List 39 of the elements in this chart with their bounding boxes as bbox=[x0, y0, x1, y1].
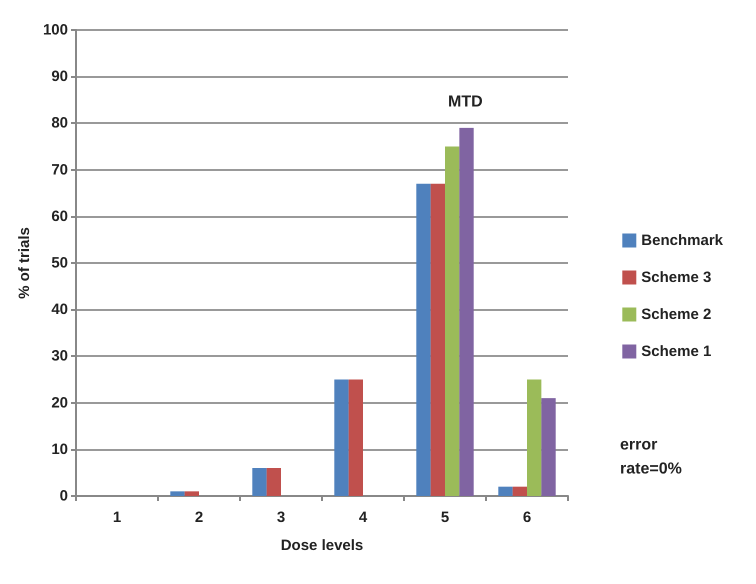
legend-label: Scheme 2 bbox=[641, 306, 712, 323]
y-tick-label: 40 bbox=[51, 301, 68, 318]
bar bbox=[541, 398, 556, 496]
y-tick-label: 100 bbox=[42, 22, 68, 38]
x-tick-label: 5 bbox=[440, 509, 450, 526]
bar bbox=[498, 486, 513, 496]
bar bbox=[512, 486, 527, 496]
y-axis-title: % of trials bbox=[16, 227, 33, 299]
y-tick-label: 30 bbox=[51, 348, 68, 365]
y-tick-label: 90 bbox=[51, 68, 68, 86]
text: error rate=0% bbox=[620, 436, 682, 478]
legend-label: Benchmark bbox=[641, 232, 724, 249]
y-tick-label: 70 bbox=[51, 161, 68, 178]
legend-label: Scheme 3 bbox=[641, 269, 712, 286]
y-tick-label: 60 bbox=[51, 208, 68, 225]
bar bbox=[252, 468, 267, 496]
bar bbox=[416, 184, 431, 496]
x-tick-label: 4 bbox=[358, 509, 368, 526]
bar bbox=[459, 128, 474, 496]
bar bbox=[348, 380, 363, 496]
bar bbox=[334, 380, 349, 496]
x-tick-label: 1 bbox=[112, 509, 122, 526]
x-tick-label: 3 bbox=[276, 509, 286, 526]
annotation: MTD bbox=[448, 94, 483, 110]
y-tick-label: 80 bbox=[51, 114, 68, 132]
y-tick-label: 0 bbox=[60, 488, 68, 504]
bar bbox=[184, 491, 199, 496]
x-tick-label: 2 bbox=[194, 509, 204, 526]
bar bbox=[266, 468, 281, 496]
y-tick-label: 50 bbox=[51, 254, 68, 272]
bar bbox=[170, 491, 185, 496]
bar bbox=[445, 146, 460, 496]
legend-label: Scheme 1 bbox=[641, 343, 712, 360]
bar bbox=[527, 380, 542, 496]
y-tick-label: 20 bbox=[51, 394, 68, 412]
y-tick-label: 10 bbox=[51, 440, 68, 458]
x-axis-title: Dose levels bbox=[280, 537, 364, 554]
bar bbox=[430, 184, 445, 496]
x-tick-label: 6 bbox=[522, 509, 532, 526]
